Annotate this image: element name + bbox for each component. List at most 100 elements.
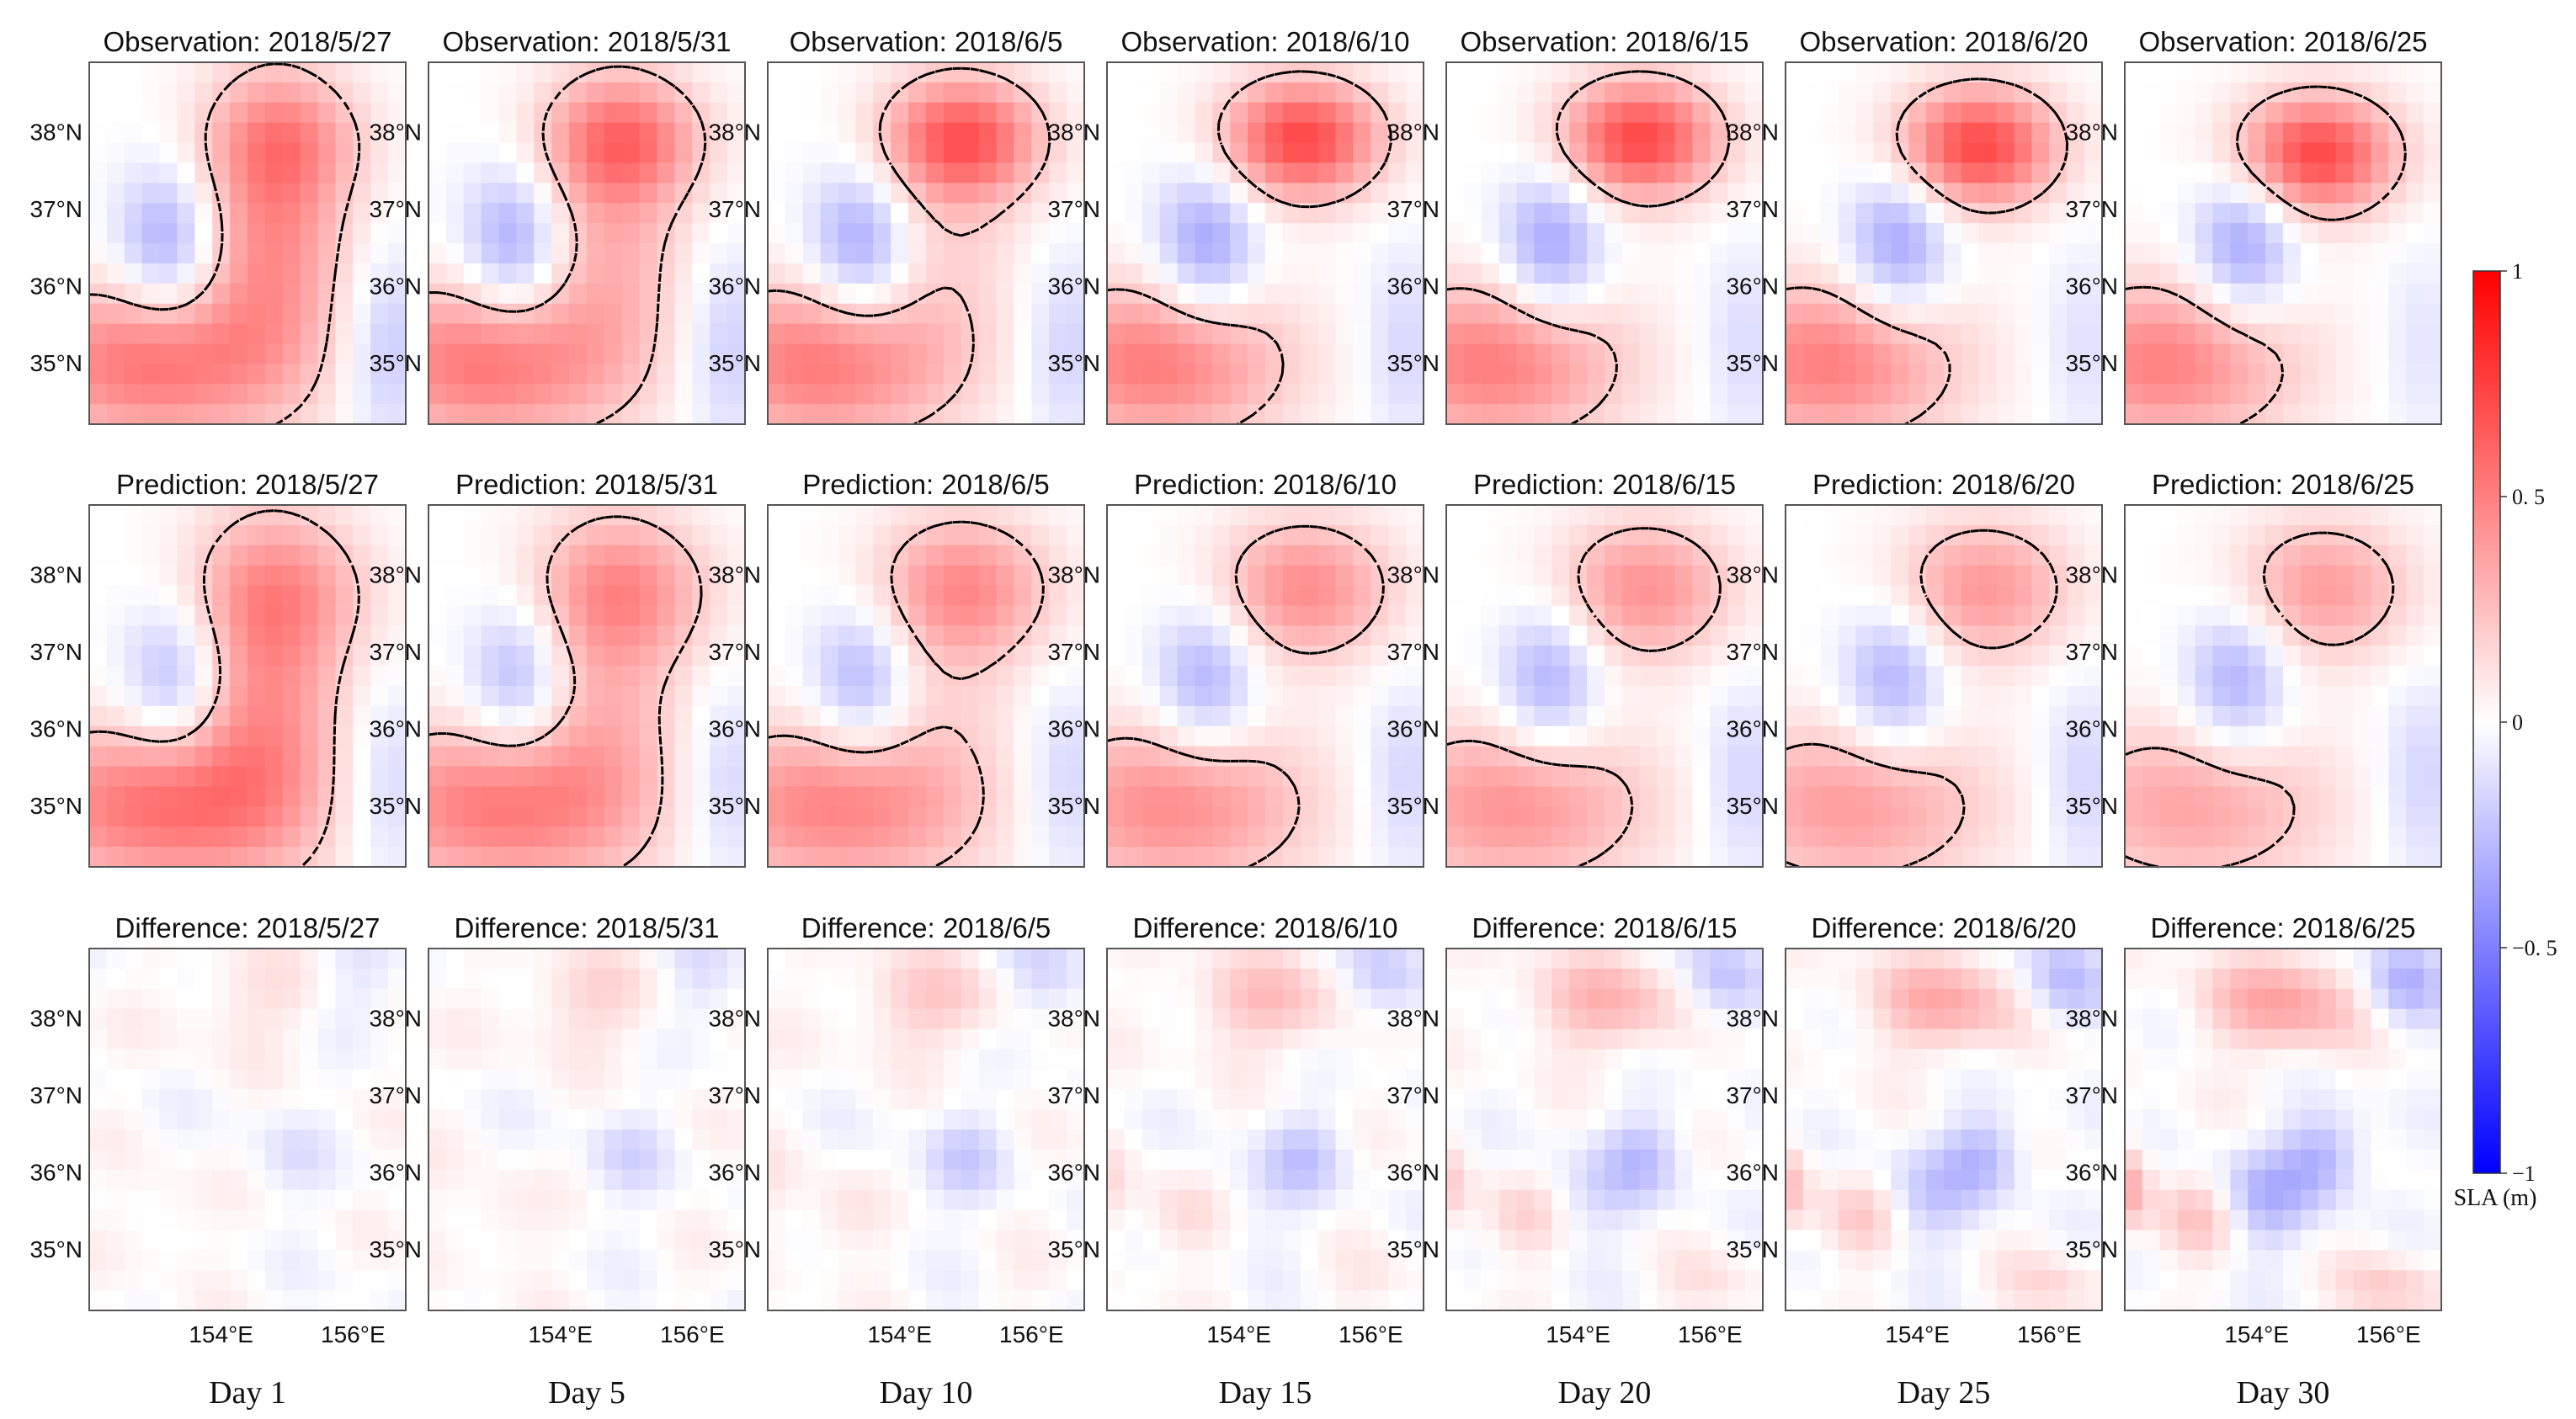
- heatmap-cell: [926, 585, 945, 607]
- heatmap-cell: [1908, 263, 1927, 284]
- lat-tick-label: 38°N: [1047, 119, 1100, 145]
- heatmap-cell: [2230, 524, 2249, 546]
- heatmap-cell: [727, 725, 746, 747]
- heatmap-cell: [2371, 766, 2389, 788]
- heatmap-cell: [569, 82, 588, 104]
- heatmap-cell: [230, 122, 248, 144]
- heatmap-cell: [551, 725, 570, 747]
- heatmap-cell: [445, 122, 465, 144]
- heatmap-cell: [1406, 162, 1424, 183]
- heatmap-cell: [2388, 545, 2407, 566]
- heatmap-cell: [2248, 384, 2266, 405]
- heatmap-cell: [141, 263, 161, 284]
- heatmap-cell: [639, 585, 658, 607]
- heatmap-cell: [604, 122, 623, 144]
- heatmap-cell: [1838, 263, 1857, 284]
- heatmap-cell: [534, 283, 552, 305]
- heatmap-cell: [2014, 705, 2033, 727]
- heatmap-cell: [551, 62, 570, 83]
- heatmap-cell: [159, 968, 178, 990]
- heatmap-cell: [1710, 203, 1728, 224]
- heatmap-cell: [1802, 585, 1822, 607]
- heatmap-cell: [1300, 806, 1319, 827]
- heatmap-cell: [141, 505, 161, 526]
- heatmap-cell: [2195, 283, 2214, 305]
- heatmap-cell: [978, 183, 998, 204]
- heatmap-cell: [1230, 223, 1248, 244]
- heatmap-cell: [335, 1270, 354, 1291]
- heatmap-cell: [2125, 62, 2143, 83]
- heatmap-cell: [353, 1169, 371, 1191]
- heatmap-cell: [1855, 847, 1875, 868]
- heatmap-cell: [1838, 323, 1857, 345]
- heatmap-cell: [692, 826, 711, 848]
- heatmap-cell: [2177, 786, 2196, 807]
- heatmap-cell: [1353, 283, 1371, 305]
- lat-tick-label: 37°N: [29, 1082, 82, 1108]
- heatmap-cell: [2318, 625, 2337, 646]
- heatmap-cell: [1639, 826, 1658, 848]
- heatmap-cell: [2424, 364, 2442, 385]
- heatmap-cell: [1551, 826, 1570, 848]
- heatmap-cell: [1282, 524, 1301, 546]
- heatmap-cell: [838, 565, 857, 587]
- heatmap-cell: [1124, 122, 1143, 144]
- heatmap-cell: [194, 142, 213, 164]
- heatmap-cell: [674, 62, 693, 83]
- heatmap-cell: [445, 666, 465, 687]
- heatmap-cell: [802, 303, 822, 325]
- heatmap-cell: [1674, 585, 1694, 607]
- heatmap-cell: [498, 605, 518, 626]
- heatmap-cell: [2371, 223, 2389, 244]
- heatmap-cell: [2300, 303, 2319, 325]
- heatmap-cell: [212, 646, 231, 667]
- heatmap-cell: [463, 162, 482, 183]
- heatmap-cell: [1370, 243, 1389, 264]
- heatmap-cell: [230, 183, 248, 204]
- heatmap-cell: [604, 283, 623, 305]
- heatmap-cell: [2424, 183, 2442, 204]
- heatmap-cell: [1159, 646, 1179, 667]
- heatmap-cell: [639, 766, 658, 788]
- heatmap-cell: [1159, 343, 1179, 364]
- heatmap-cell: [1996, 203, 2015, 224]
- heatmap-cell: [370, 1149, 389, 1171]
- heatmap-cell: [1124, 686, 1143, 707]
- heatmap-cell: [1978, 203, 1998, 224]
- heatmap-cell: [2177, 364, 2196, 385]
- heatmap-cell: [2031, 263, 2050, 284]
- heatmap-cell: [2195, 384, 2214, 405]
- heatmap-cell: [1353, 786, 1371, 807]
- heatmap-cell: [1388, 725, 1407, 747]
- heatmap-cell: [1481, 243, 1500, 264]
- heatmap-cell: [2335, 826, 2355, 848]
- heatmap-cell: [674, 142, 693, 164]
- heatmap-cell: [388, 323, 407, 345]
- heatmap-cell: [1621, 826, 1641, 848]
- heatmap-cell: [317, 505, 337, 526]
- heatmap-cell: [692, 283, 711, 305]
- heatmap-cell: [1786, 62, 1804, 83]
- heatmap-cell: [2300, 746, 2319, 768]
- heatmap-cell: [926, 343, 945, 364]
- heatmap-cell: [1159, 263, 1179, 284]
- heatmap-cell: [89, 404, 108, 425]
- heatmap-cell: [1195, 404, 1213, 425]
- heatmap-cell: [2031, 524, 2050, 546]
- heatmap-cell: [1605, 524, 1623, 546]
- heatmap-cell: [264, 1049, 284, 1070]
- heatmap-cell: [1370, 183, 1389, 204]
- heatmap-cell: [1230, 666, 1248, 687]
- heatmap-cell: [1317, 666, 1337, 687]
- heatmap-cell: [463, 102, 482, 124]
- heatmap-cell: [1212, 847, 1231, 868]
- heatmap-cell: [177, 1008, 195, 1030]
- heatmap-cell: [1621, 666, 1641, 687]
- heatmap-cell: [2195, 203, 2214, 224]
- heatmap-cell: [282, 806, 301, 827]
- heatmap-cell: [1067, 82, 1085, 104]
- heatmap-cell: [159, 223, 178, 244]
- heatmap-cell: [908, 243, 927, 264]
